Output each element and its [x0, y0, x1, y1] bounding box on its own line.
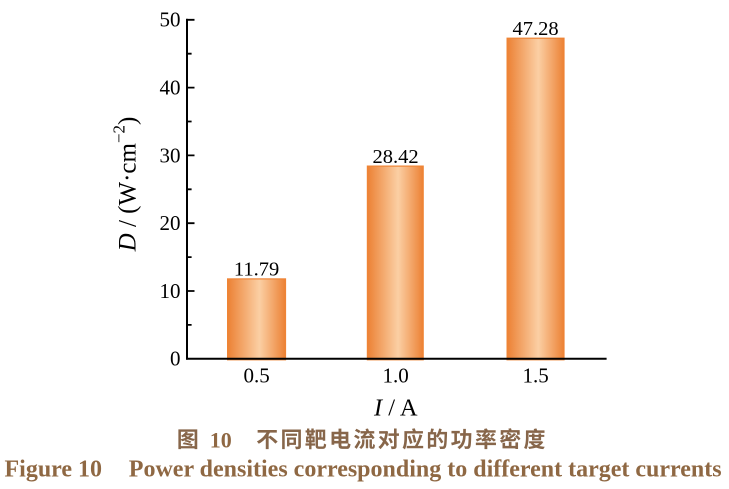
svg-text:0.5: 0.5 [243, 364, 269, 388]
svg-text:40: 40 [160, 76, 181, 100]
svg-text:1.5: 1.5 [522, 364, 548, 388]
svg-text:47.28: 47.28 [513, 18, 559, 40]
svg-text:30: 30 [160, 143, 181, 167]
svg-text:1.0: 1.0 [382, 364, 408, 388]
svg-text:20: 20 [160, 211, 181, 235]
svg-text:11.79: 11.79 [234, 259, 279, 281]
svg-text:D / (W·cm−2): D / (W·cm−2) [110, 117, 142, 253]
svg-text:50: 50 [160, 8, 181, 32]
svg-text:10: 10 [160, 279, 181, 303]
svg-text:10: 10 [210, 427, 232, 452]
svg-text:28.42: 28.42 [373, 146, 419, 168]
svg-text:0: 0 [170, 347, 181, 371]
svg-text:I / A: I / A [373, 394, 418, 421]
